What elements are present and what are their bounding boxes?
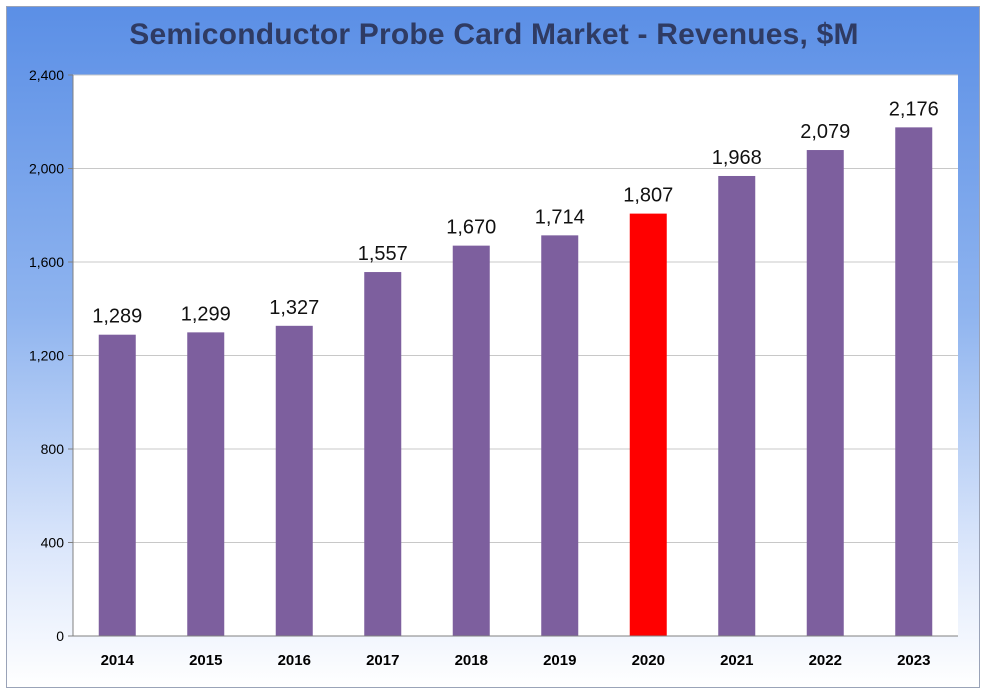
bar-2016: [275, 325, 313, 636]
bars: [98, 127, 933, 637]
axes: [68, 74, 958, 637]
y-tick-label: 400: [41, 535, 65, 551]
bar-2017: [364, 272, 402, 636]
data-label: 1,289: [92, 306, 142, 328]
x-tick-label: 2018: [455, 652, 488, 669]
data-label: 1,557: [358, 243, 408, 265]
y-tick-label: 2,400: [29, 67, 64, 83]
data-label: 1,299: [181, 303, 231, 325]
bar-2022: [806, 150, 844, 636]
bar-2019: [541, 235, 579, 637]
y-tick-label: 800: [41, 441, 65, 457]
bar-2021: [718, 175, 756, 637]
data-label: 1,670: [446, 217, 496, 239]
x-tick-label: 2022: [809, 652, 842, 669]
x-tick-label: 2021: [720, 652, 753, 669]
x-tick-label: 2020: [632, 652, 665, 669]
x-tick-label: 2014: [101, 652, 135, 669]
data-label: 1,714: [535, 206, 585, 228]
bar-2015: [187, 332, 225, 636]
y-tick-label: 1,600: [29, 254, 64, 270]
data-label: 1,968: [712, 147, 762, 169]
data-label: 2,079: [800, 121, 850, 143]
labels: 0 400 800 1,200 1,600 2,000 2,400 1,289 2014 1,29…: [29, 67, 939, 669]
x-tick-label: 2023: [897, 652, 930, 669]
y-tick-label: 2,000: [29, 161, 64, 177]
bar-2020: [629, 213, 667, 636]
data-label: 1,807: [623, 185, 673, 207]
chart-title: Semiconductor Probe Card Market - Revenu…: [129, 18, 859, 51]
bar-2014: [98, 334, 136, 636]
x-tick-label: 2017: [366, 652, 399, 669]
data-label: 1,327: [269, 297, 319, 319]
y-tick-label: 0: [56, 628, 64, 644]
bar-2018: [452, 245, 490, 636]
data-label: 2,176: [889, 98, 939, 120]
y-tick-label: 1,200: [29, 348, 64, 364]
x-tick-label: 2015: [189, 652, 222, 669]
x-tick-label: 2019: [543, 652, 576, 669]
x-tick-label: 2016: [278, 652, 311, 669]
bar-2023: [895, 127, 933, 637]
